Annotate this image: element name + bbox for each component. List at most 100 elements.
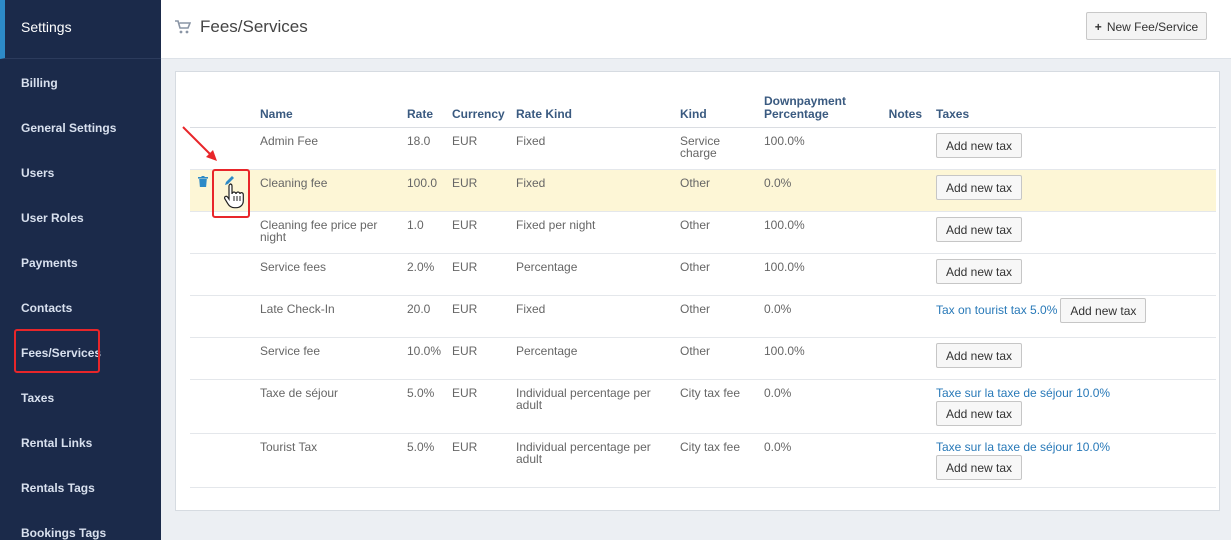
sidebar-title: Settings [0, 0, 161, 59]
annotation-edit-highlight [212, 169, 250, 218]
tax-link[interactable]: Taxe sur la taxe de séjour 10.0% [936, 439, 1111, 454]
cell-notes [874, 433, 936, 488]
add-new-tax-button[interactable]: Add new tax [936, 454, 1022, 480]
fees-panel: Name Rate Currency Rate Kind Kind Downpa… [175, 71, 1220, 511]
table-row: Service fees 2.0% EUR Percentage Other 100.0%… [190, 253, 1216, 296]
add-new-tax-button[interactable]: Add new tax [936, 400, 1022, 426]
sidebar-item-payments[interactable]: Payments [21, 256, 78, 270]
cell-name: Taxe de séjour [260, 379, 407, 434]
trash-icon[interactable] [198, 176, 208, 187]
sidebar-item-billing[interactable]: Billing [21, 76, 58, 90]
cell-notes [874, 211, 936, 254]
cell-currency: EUR [452, 433, 516, 488]
table-row: Tourist Tax 5.0% EUR Individual percentage … [190, 433, 1216, 488]
col-notes[interactable]: Notes [874, 94, 936, 128]
cell-currency: EUR [452, 295, 516, 338]
sidebar-item-taxes[interactable]: Taxes [21, 391, 55, 405]
add-new-tax-button[interactable]: Add new tax [1060, 297, 1147, 323]
sidebar-item-user-roles[interactable]: User Roles [21, 211, 84, 225]
cell-taxes: Add new tax [936, 337, 1216, 380]
cell-currency: EUR [452, 127, 516, 170]
cell-rate-kind: Fixed [516, 295, 680, 338]
cell-notes [874, 253, 936, 296]
cell-rate-kind: Fixed [516, 127, 680, 170]
cell-taxes: Taxe sur la taxe de séjour 10.0% Add new … [936, 379, 1216, 434]
add-new-tax-button[interactable]: Add new tax [936, 132, 1022, 158]
cell-rate: 100.0 [407, 169, 452, 212]
cell-downpayment: 100.0% [764, 337, 874, 380]
sidebar-item-contacts[interactable]: Contacts [21, 301, 73, 315]
cell-actions [190, 379, 260, 434]
cell-actions [190, 337, 260, 380]
page-title: Fees/Services [200, 17, 308, 36]
sidebar-item-bookings-tags[interactable]: Bookings Tags [21, 526, 107, 540]
cell-kind: Other [680, 295, 764, 338]
add-new-tax-button[interactable]: Add new tax [936, 258, 1022, 284]
cell-actions [190, 211, 260, 254]
cell-actions [190, 253, 260, 296]
fees-table: Name Rate Currency Rate Kind Kind Downpa… [190, 94, 1216, 488]
add-new-tax-button[interactable]: Add new tax [936, 174, 1022, 200]
cell-kind: Other [680, 169, 764, 212]
cell-rate-kind: Fixed per night [516, 211, 680, 254]
table-row: Late Check-In 20.0 EUR Fixed Other 0.0% Tax on… [190, 295, 1216, 338]
sidebar-item-rental-links[interactable]: Rental Links [21, 436, 93, 450]
table-row: Cleaning fee 100.0 EUR Fixed Other 0.0% Add ne… [190, 169, 1216, 212]
cell-name: Admin Fee [260, 127, 407, 170]
col-name[interactable]: Name [260, 94, 407, 128]
cell-currency: EUR [452, 337, 516, 380]
pencil-edit-icon[interactable] [223, 175, 235, 187]
cell-name: Late Check-In [260, 295, 407, 338]
cell-currency: EUR [452, 253, 516, 296]
col-rate-kind[interactable]: Rate Kind [516, 94, 680, 128]
col-kind[interactable]: Kind [680, 94, 764, 128]
cell-currency: EUR [452, 379, 516, 434]
cell-downpayment: 100.0% [764, 253, 874, 296]
cell-rate-kind: Individual percentage per adult [516, 379, 680, 434]
col-rate[interactable]: Rate [407, 94, 452, 128]
tax-link[interactable]: Taxe sur la taxe de séjour 10.0% [936, 385, 1111, 400]
add-new-tax-button[interactable]: Add new tax [936, 216, 1022, 242]
cell-taxes: Add new tax [936, 127, 1216, 170]
cell-notes [874, 127, 936, 170]
col-currency[interactable]: Currency [452, 94, 516, 128]
table-row: Admin Fee 18.0 EUR Fixed Service charge 100.0… [190, 127, 1216, 170]
cell-rate: 5.0% [407, 433, 452, 488]
cell-downpayment: 100.0% [764, 127, 874, 170]
tax-link[interactable]: Tax on tourist tax 5.0% [936, 302, 1058, 317]
sidebar-item-general-settings[interactable]: General Settings [21, 121, 117, 135]
cell-rate-kind: Fixed [516, 169, 680, 212]
table-header-row: Name Rate Currency Rate Kind Kind Downpa… [190, 94, 1216, 128]
cell-rate: 18.0 [407, 127, 452, 170]
cell-downpayment: 0.0% [764, 169, 874, 212]
cell-kind: City tax fee [680, 433, 764, 488]
cell-taxes: Taxe sur la taxe de séjour 10.0% Add new … [936, 433, 1216, 488]
page-header: Fees/Services + New Fee/Service [161, 0, 1231, 59]
hand-cursor-icon [223, 183, 244, 209]
sidebar-item-users[interactable]: Users [21, 166, 55, 180]
cell-taxes: Add new tax [936, 253, 1216, 296]
table-row: Service fee 10.0% EUR Percentage Other 100.0%… [190, 337, 1216, 380]
cell-taxes: Tax on tourist tax 5.0% Add new tax [936, 295, 1216, 338]
cell-currency: EUR [452, 169, 516, 212]
cell-name: Cleaning fee [260, 169, 407, 212]
cell-rate-kind: Percentage [516, 253, 680, 296]
new-fee-service-label: New Fee/Service [1106, 20, 1199, 34]
cell-rate: 20.0 [407, 295, 452, 338]
cell-currency: EUR [452, 211, 516, 254]
plus-icon: + [1094, 20, 1102, 34]
cell-rate: 5.0% [407, 379, 452, 434]
col-taxes[interactable]: Taxes [936, 94, 1216, 128]
cell-notes [874, 379, 936, 434]
cell-notes [874, 337, 936, 380]
cell-downpayment: 0.0% [764, 433, 874, 488]
cell-kind: Service charge [680, 127, 764, 170]
sidebar-item-rentals-tags[interactable]: Rentals Tags [21, 481, 95, 495]
cell-notes [874, 295, 936, 338]
new-fee-service-button[interactable]: + New Fee/Service [1086, 12, 1207, 40]
add-new-tax-button[interactable]: Add new tax [936, 342, 1022, 368]
cell-kind: Other [680, 211, 764, 254]
sidebar-item-fees-services[interactable]: Fees/Services [21, 346, 102, 360]
col-downpayment[interactable]: Downpayment Percentage [764, 94, 874, 128]
cell-rate: 10.0% [407, 337, 452, 380]
